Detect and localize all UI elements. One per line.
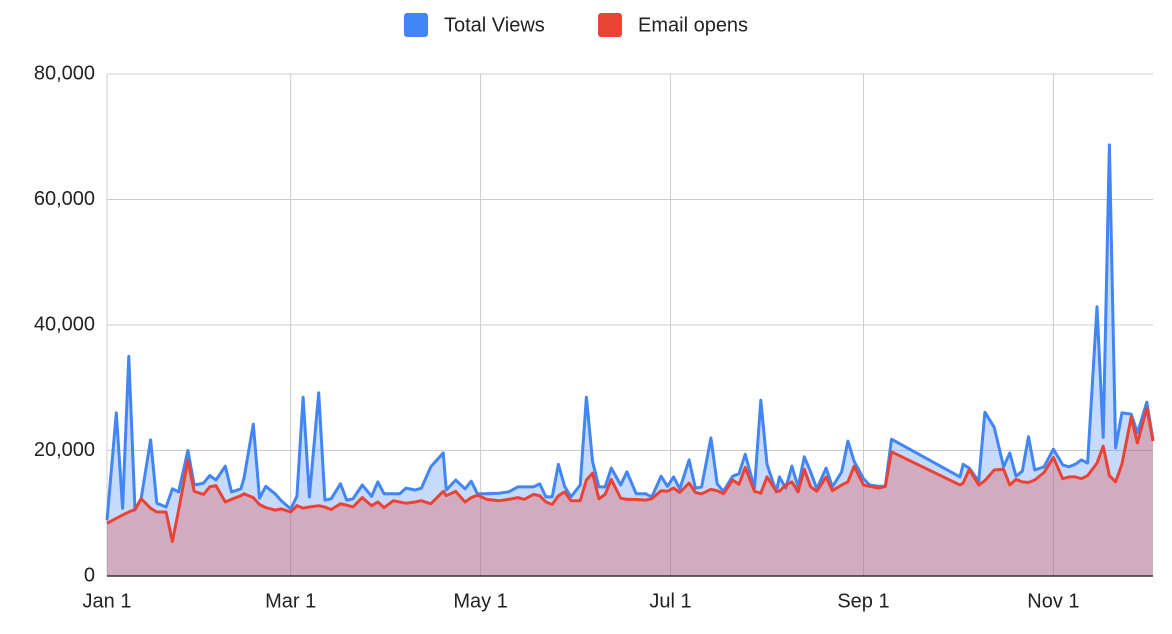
legend-swatch xyxy=(598,13,622,37)
y-tick-label: 60,000 xyxy=(34,188,95,210)
series-area xyxy=(107,407,1153,576)
series-line xyxy=(106,406,1155,543)
x-tick-label: Sep 1 xyxy=(837,590,889,612)
x-tick-label: May 1 xyxy=(453,590,507,612)
y-tick-label: 40,000 xyxy=(34,313,95,335)
series-line xyxy=(105,143,1155,521)
x-tick-label: Jan 1 xyxy=(83,590,132,612)
legend-swatch xyxy=(404,13,428,37)
x-tick-label: Jul 1 xyxy=(649,590,691,612)
x-tick-label: Nov 1 xyxy=(1027,590,1079,612)
legend-label: Email opens xyxy=(638,14,748,36)
y-tick-label: 20,000 xyxy=(34,439,95,461)
series-area xyxy=(107,144,1153,576)
x-tick-label: Mar 1 xyxy=(265,590,316,612)
legend-label: Total Views xyxy=(444,14,545,36)
y-tick-label: 0 xyxy=(84,564,95,586)
y-tick-label: 80,000 xyxy=(34,62,95,84)
